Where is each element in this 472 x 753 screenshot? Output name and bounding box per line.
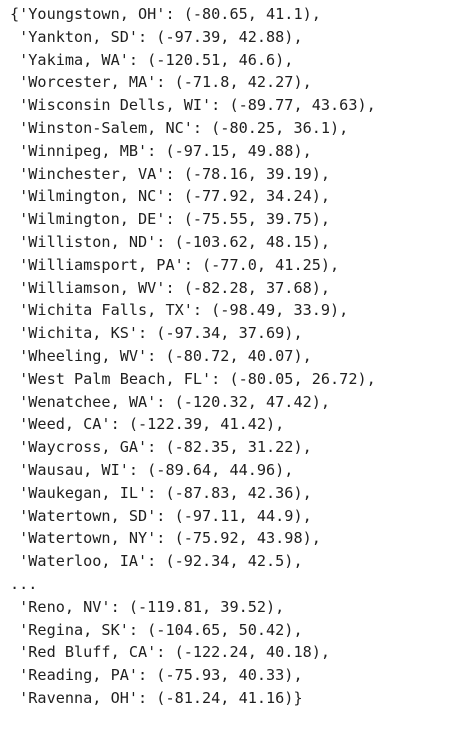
output-line: 'Weed, CA': (-122.39, 41.42), [10, 415, 285, 434]
output-line: 'Williamsport, PA': (-77.0, 41.25), [10, 255, 340, 274]
output-line: 'Reno, NV': (-119.81, 39.52), [10, 597, 285, 616]
code-output: {'Youngstown, OH': (-80.65, 41.1), 'Yank… [10, 3, 376, 710]
output-line: 'Waukegan, IL': (-87.83, 42.36), [10, 483, 312, 502]
output-line: 'Ravenna, OH': (-81.24, 41.16)} [10, 688, 303, 707]
output-line: 'Wilmington, DE': (-75.55, 39.75), [10, 210, 331, 229]
output-line: 'Wisconsin Dells, WI': (-89.77, 43.63), [10, 96, 376, 115]
output-line: 'Wenatchee, WA': (-120.32, 47.42), [10, 392, 331, 411]
output-line: 'Wausau, WI': (-89.64, 44.96), [10, 460, 294, 479]
output-line: 'Waycross, GA': (-82.35, 31.22), [10, 438, 312, 457]
output-line: 'Winnipeg, MB': (-97.15, 49.88), [10, 141, 312, 160]
output-line: {'Youngstown, OH': (-80.65, 41.1), [10, 5, 321, 23]
output-line: 'West Palm Beach, FL': (-80.05, 26.72), [10, 369, 376, 388]
output-line: 'Williston, ND': (-103.62, 48.15), [10, 232, 331, 251]
output-line: 'Yankton, SD': (-97.39, 42.88), [10, 27, 303, 46]
output-line: 'Regina, SK': (-104.65, 50.42), [10, 620, 303, 639]
output-line: 'Wichita, KS': (-97.34, 37.69), [10, 324, 303, 343]
output-line: 'Yakima, WA': (-120.51, 46.6), [10, 50, 294, 69]
output-line: 'Red Bluff, CA': (-122.24, 40.18), [10, 643, 331, 662]
output-line: 'Watertown, SD': (-97.11, 44.9), [10, 506, 312, 525]
output-line: 'Winchester, VA': (-78.16, 39.19), [10, 164, 331, 183]
output-line: 'Williamson, WV': (-82.28, 37.68), [10, 278, 331, 297]
output-line: 'Wheeling, WV': (-80.72, 40.07), [10, 346, 312, 365]
output-line: 'Winston-Salem, NC': (-80.25, 36.1), [10, 118, 349, 137]
output-line: 'Reading, PA': (-75.93, 40.33), [10, 666, 303, 685]
output-line: 'Waterloo, IA': (-92.34, 42.5), [10, 552, 303, 571]
output-line: 'Watertown, NY': (-75.92, 43.98), [10, 529, 321, 548]
output-line: 'Wilmington, NC': (-77.92, 34.24), [10, 187, 331, 206]
output-line: 'Wichita Falls, TX': (-98.49, 33.9), [10, 301, 349, 320]
output-line: 'Worcester, MA': (-71.8, 42.27), [10, 73, 312, 92]
ellipsis-line: ... [10, 574, 38, 593]
